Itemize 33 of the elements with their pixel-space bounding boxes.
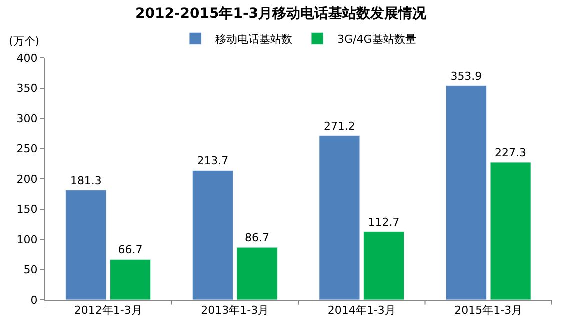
data-label: 181.3 [70,174,102,188]
data-label: 86.7 [245,232,270,245]
bar [236,247,278,300]
x-tick-label: 2012年1-3月 [74,304,142,318]
data-label: 66.7 [118,244,143,257]
bar [364,232,405,300]
x-tick-label: 2013年1-3月 [201,304,270,318]
data-label: 213.7 [197,154,229,168]
legend-label: 移动电话基站数 [216,32,292,46]
legend-label: 3G/4G基站数量 [338,32,416,46]
y-tick-label: 200 [16,172,38,186]
data-label: 112.7 [368,216,400,229]
y-axis-title: (万个) [9,35,40,48]
bar [490,162,532,300]
y-tick-label: 250 [16,142,38,156]
y-tick-label: 400 [16,52,38,65]
data-label: 227.3 [495,146,527,160]
y-tick-label: 100 [16,233,38,246]
bar [192,170,234,300]
bar [66,190,107,300]
y-tick-label: 150 [16,203,38,216]
y-tick-label: 0 [30,294,38,307]
y-tick-label: 50 [24,264,38,277]
data-label: 271.2 [324,120,356,133]
bar [319,136,360,300]
x-tick-label: 2015年1-3月 [454,304,523,318]
bar [110,259,152,300]
y-tick-label: 300 [16,112,38,126]
bar [446,86,487,300]
data-label: 353.9 [450,70,482,83]
y-tick-label: 350 [16,82,38,96]
x-tick-label: 2014年1-3月 [328,304,396,318]
chart-title: 2012-2015年1-3月移动电话基站数发展情况 [135,6,428,22]
